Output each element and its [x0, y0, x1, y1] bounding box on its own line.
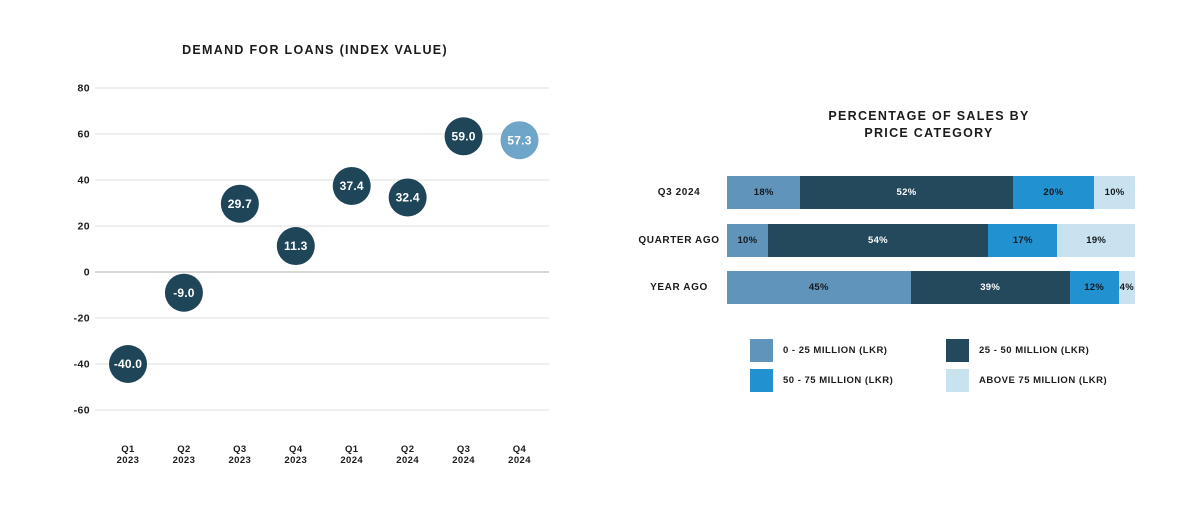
- bar-segment: 18%: [727, 176, 801, 209]
- sales-chart-title: PERCENTAGE OF SALES BY PRICE CATEGORY: [729, 108, 1129, 141]
- bar-segment: 4%: [1118, 271, 1135, 304]
- bar-segment: 54%: [767, 224, 989, 257]
- bar-row-label: YEAR AGO: [650, 282, 708, 293]
- y-tick-label: -20: [74, 313, 90, 325]
- legend-swatch: [946, 369, 969, 392]
- y-tick-label: 0: [84, 267, 90, 279]
- x-tick-label-quarter: Q3: [457, 444, 470, 455]
- legend-item: 25 - 50 MILLION (LKR): [946, 339, 1170, 362]
- loan-bubble-label: 59.0: [452, 130, 476, 144]
- bar-segment: 45%: [727, 271, 911, 304]
- loan-bubble: [444, 117, 483, 156]
- y-tick-label: 60: [78, 129, 90, 141]
- bar-segment-label: 17%: [1012, 235, 1033, 246]
- x-tick-label-year: 2023: [284, 455, 307, 466]
- legend-swatch: [750, 369, 773, 392]
- legend-label: 25 - 50 MILLION (LKR): [979, 345, 1090, 356]
- x-tick-label-quarter: Q3: [233, 444, 246, 455]
- bar-segment-label: 45%: [808, 282, 829, 293]
- x-tick-label-year: 2024: [508, 455, 531, 466]
- bar-segment-label: 19%: [1086, 235, 1107, 246]
- loan-bubble-label: 37.4: [340, 179, 364, 193]
- loan-bubble: [109, 345, 147, 383]
- legend-label: ABOVE 75 MILLION (LKR): [979, 375, 1108, 386]
- x-tick-label-year: 2024: [340, 455, 363, 466]
- loan-bubble-label: -40.0: [114, 357, 142, 371]
- loan-bubble: [332, 166, 371, 205]
- bar-segment-label: 4%: [1119, 282, 1134, 293]
- bar-segment-label: 52%: [896, 187, 917, 198]
- y-tick-label: 40: [78, 175, 90, 187]
- x-tick-label-year: 2023: [228, 455, 251, 466]
- x-tick-label-year: 2024: [452, 455, 475, 466]
- x-tick-label-quarter: Q2: [177, 444, 190, 455]
- loan-demand-chart-title: DEMAND FOR LOANS (INDEX VALUE): [182, 43, 448, 57]
- bar-segment: 12%: [1069, 271, 1119, 304]
- bar-row-label: QUARTER AGO: [638, 235, 720, 246]
- legend-label: 50 - 75 MILLION (LKR): [783, 375, 894, 386]
- bar-segment-label: 20%: [1043, 187, 1064, 198]
- bar-segment: 52%: [800, 176, 1013, 209]
- loan-bubble-label: 32.4: [396, 191, 420, 205]
- y-tick-label: 20: [78, 221, 90, 233]
- legend-item: 0 - 25 MILLION (LKR): [750, 339, 946, 362]
- legend-item: ABOVE 75 MILLION (LKR): [946, 369, 1170, 392]
- bar-row: 45% 39% 12% 4%: [727, 271, 1135, 304]
- x-tick-label-year: 2023: [173, 455, 196, 466]
- bar-row-label: Q3 2024: [657, 187, 701, 198]
- loan-bubble-label: 57.3: [507, 133, 531, 147]
- legend-swatch: [946, 339, 969, 362]
- loan-bubble: [276, 227, 315, 266]
- bar-segment-label: 54%: [867, 235, 888, 246]
- bar-segment-label: 10%: [1104, 187, 1125, 198]
- bar-segment: 39%: [910, 271, 1070, 304]
- y-tick-label: -60: [74, 405, 90, 417]
- bar-row: 10% 54% 17% 19%: [727, 224, 1135, 257]
- bar-segment: 10%: [727, 224, 768, 257]
- bar-segment: 20%: [1012, 176, 1095, 209]
- legend-label: 0 - 25 MILLION (LKR): [783, 345, 888, 356]
- legend-item: 50 - 75 MILLION (LKR): [750, 369, 946, 392]
- x-tick-label-quarter: Q4: [513, 444, 527, 455]
- x-tick-label-quarter: Q4: [289, 444, 303, 455]
- loan-bubble: [388, 178, 427, 217]
- bar-segment: 17%: [988, 224, 1058, 257]
- sales-chart-title-line1: PERCENTAGE OF SALES BY: [828, 109, 1030, 123]
- bar-segment-label: 18%: [753, 187, 774, 198]
- loan-bubble: [164, 273, 203, 312]
- loan-demand-plot: 80 60 40 20 0 -20 -40 -60 -40.0 -9.0 29.7 11.3 37.4 3…: [74, 83, 549, 466]
- legend-swatch: [750, 339, 773, 362]
- loan-bubble-label: 29.7: [228, 197, 252, 211]
- x-tick-label-quarter: Q2: [401, 444, 414, 455]
- bar-row: 18% 52% 20% 10%: [727, 176, 1135, 209]
- sales-chart-title-line2: PRICE CATEGORY: [864, 125, 994, 140]
- loan-bubble-label: 11.3: [284, 239, 308, 253]
- x-tick-label-year: 2023: [117, 455, 140, 466]
- loan-bubble: [500, 121, 539, 160]
- x-tick-label-quarter: Q1: [121, 444, 135, 455]
- bar-segment: 10%: [1094, 176, 1135, 209]
- loan-bubble: [220, 184, 259, 223]
- y-tick-label: -40: [74, 359, 90, 371]
- x-tick-label-quarter: Q1: [345, 444, 359, 455]
- y-tick-label: 80: [78, 83, 90, 95]
- bar-segment-label: 10%: [737, 235, 758, 246]
- bar-segment-label: 39%: [980, 282, 1001, 293]
- bar-segment-label: 12%: [1084, 282, 1105, 293]
- bar-segment: 19%: [1057, 224, 1135, 257]
- loan-bubble-label: -9.0: [173, 286, 195, 300]
- x-tick-label-year: 2024: [396, 455, 419, 466]
- price-category-legend: 0 - 25 MILLION (LKR) 25 - 50 MILLION (LKR…: [750, 339, 1170, 392]
